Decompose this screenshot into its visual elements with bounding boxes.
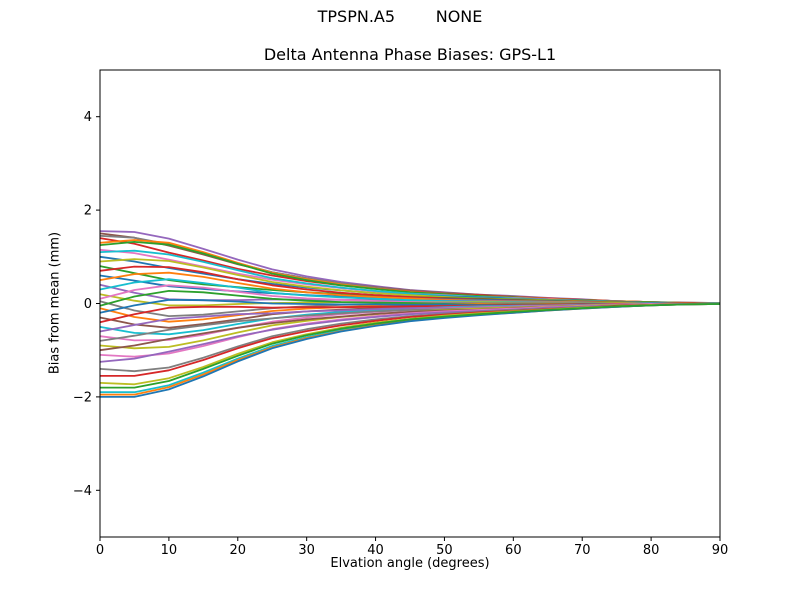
x-axis-label: Elvation angle (degrees)	[330, 556, 490, 571]
x-tick-label: 20	[230, 543, 247, 558]
x-tick-label: 0	[96, 543, 104, 558]
y-tick-label: 4	[84, 110, 92, 125]
x-tick-label: 60	[505, 543, 522, 558]
x-tick-label: 80	[643, 543, 660, 558]
x-tick-label: 40	[367, 543, 384, 558]
axes-title: Delta Antenna Phase Biases: GPS-L1	[263, 45, 557, 64]
series-line	[100, 303, 721, 389]
y-tick-label: 2	[84, 204, 92, 219]
x-tick-label: 70	[574, 543, 591, 558]
x-tick-label: 10	[161, 543, 178, 558]
y-axis-label: Bias from mean (mm)	[47, 231, 63, 375]
x-tick-label: 50	[436, 543, 453, 558]
y-tick-label: −2	[73, 390, 92, 405]
x-tick-label: 90	[712, 543, 729, 558]
y-tick-label: 0	[84, 297, 92, 312]
y-tick-label: −4	[73, 484, 92, 499]
figure-suptitle: TPSPN.A5 NONE	[317, 7, 483, 26]
x-tick-label: 30	[298, 543, 315, 558]
